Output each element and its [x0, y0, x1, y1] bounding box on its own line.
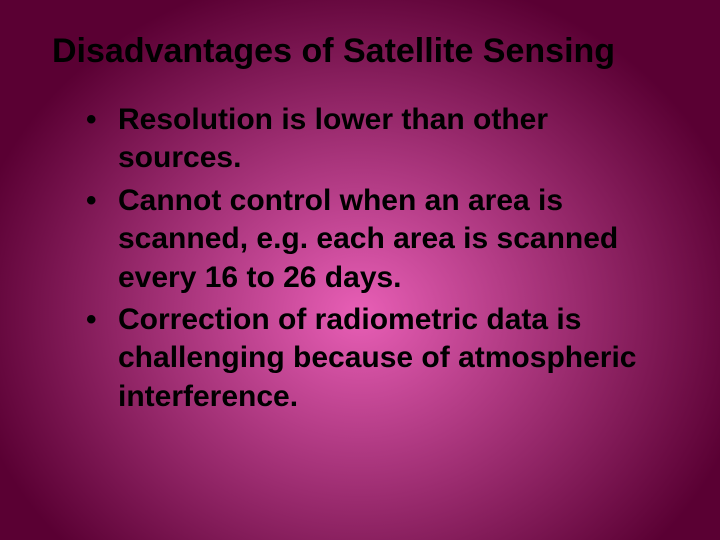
list-item: Cannot control when an area is scanned, … [82, 182, 668, 297]
list-item: Correction of radiometric data is challe… [82, 301, 668, 416]
bullet-list: Resolution is lower than other sources. … [52, 101, 668, 416]
list-item: Resolution is lower than other sources. [82, 101, 668, 178]
slide-title: Disadvantages of Satellite Sensing [52, 32, 668, 71]
slide: Disadvantages of Satellite Sensing Resol… [0, 0, 720, 540]
